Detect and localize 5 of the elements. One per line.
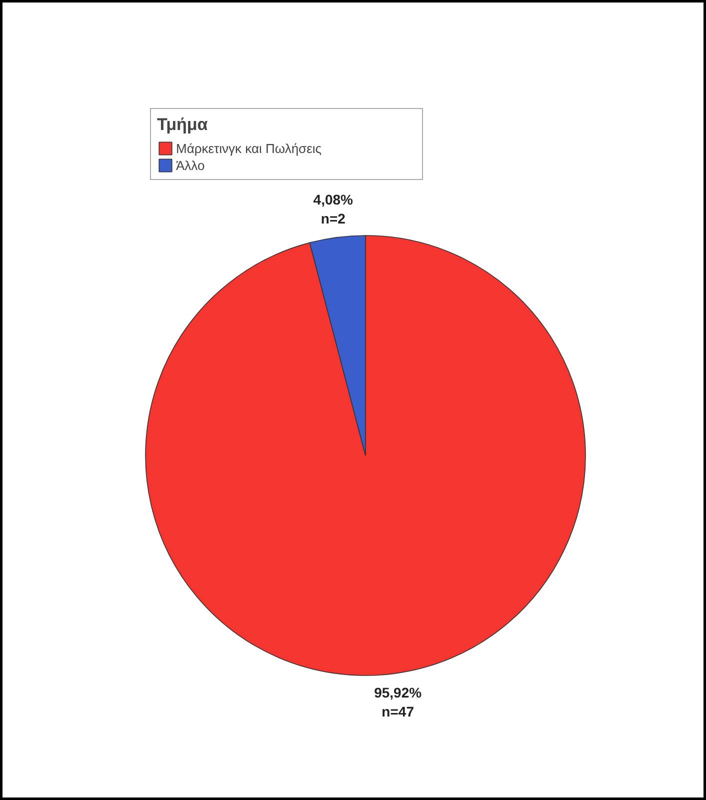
legend-title: Τμήμα — [157, 115, 209, 135]
legend-label: Μάρκετινγκ και Πωλήσεις — [176, 140, 323, 156]
data-label: 95,92% n=47 — [374, 684, 422, 720]
legend-label: Άλλο — [176, 157, 206, 173]
data-label: 4,08% n=2 — [313, 191, 354, 227]
